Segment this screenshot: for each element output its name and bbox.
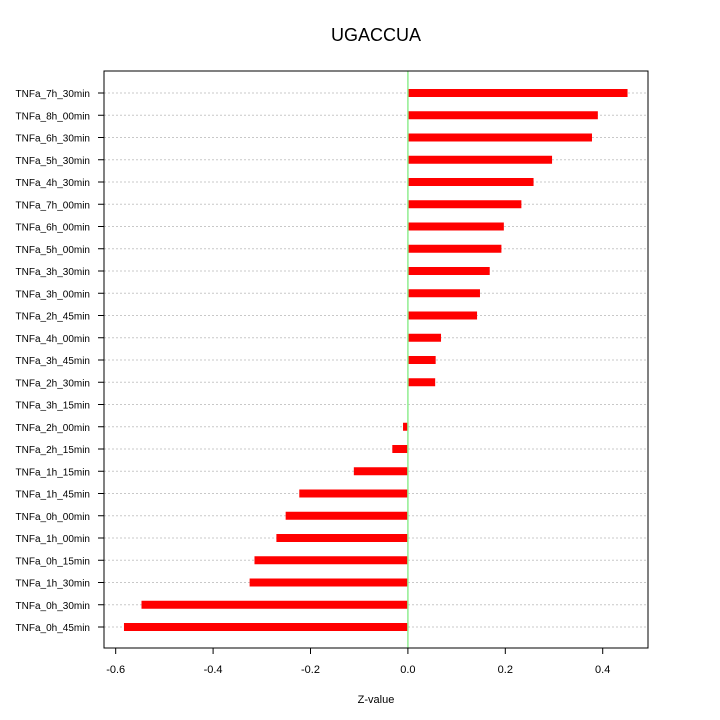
- bar-TNFa_6h_00min: [407, 222, 504, 231]
- bar-TNFa_1h_00min: [276, 534, 408, 542]
- bar-TNFa_2h_15min: [392, 445, 408, 453]
- y-tick-label: TNFa_7h_30min: [16, 89, 90, 100]
- bar-TNFa_0h_45min: [123, 623, 408, 631]
- bar-TNFa_1h_15min: [353, 467, 408, 476]
- x-tick-label: -0.2: [301, 664, 320, 676]
- y-tick-label: TNFa_0h_45min: [16, 623, 90, 634]
- bar-TNFa_1h_30min: [249, 578, 408, 587]
- bar-TNFa_2h_00min: [403, 422, 408, 431]
- bar-TNFa_5h_30min: [407, 155, 553, 164]
- y-tick-label: TNFa_3h_00min: [16, 289, 90, 300]
- bar-TNFa_4h_30min: [407, 178, 534, 186]
- x-axis: -0.6 -0.4 -0.2 0.0 0.2 0.4: [106, 647, 610, 676]
- y-tick-label: TNFa_5h_30min: [16, 156, 90, 167]
- bar-TNFa_2h_30min: [407, 378, 436, 387]
- y-tick-label: TNFa_6h_30min: [16, 134, 90, 145]
- bar-TNFa_7h_30min: [407, 89, 628, 97]
- bar-TNFa_3h_45min: [407, 356, 436, 364]
- y-tick-label: TNFa_1h_30min: [16, 579, 90, 590]
- y-axis: TNFa_7h_30min TNFa_8h_00min TNFa_6h_30min T…: [16, 89, 104, 634]
- bar-TNFa_7h_00min: [407, 200, 522, 209]
- bar-TNFa_1h_45min: [299, 489, 408, 498]
- y-tick-label: TNFa_0h_15min: [16, 556, 90, 567]
- y-tick-label: TNFa_2h_45min: [16, 312, 90, 323]
- y-tick-label: TNFa_7h_00min: [16, 200, 90, 211]
- y-tick-label: TNFa_5h_00min: [16, 245, 90, 256]
- bar-TNFa_3h_00min: [407, 289, 480, 298]
- y-tick-label: TNFa_3h_30min: [16, 267, 90, 278]
- bar-TNFa_8h_00min: [407, 111, 598, 120]
- y-tick-label: TNFa_4h_30min: [16, 178, 90, 189]
- x-tick-label: -0.4: [204, 664, 223, 676]
- y-tick-label: TNFa_4h_00min: [16, 334, 90, 345]
- y-tick-label: TNFa_1h_15min: [16, 467, 90, 478]
- bar-TNFa_4h_00min: [407, 333, 442, 342]
- y-tick-label: TNFa_8h_00min: [16, 111, 90, 122]
- y-tick-label: TNFa_2h_00min: [16, 423, 90, 434]
- y-tick-label: TNFa_1h_00min: [16, 534, 90, 545]
- x-tick-label: -0.6: [106, 664, 125, 676]
- x-tick-label: 0.0: [400, 664, 415, 676]
- bar-TNFa_0h_00min: [285, 511, 408, 520]
- y-tick-label: TNFa_1h_45min: [16, 490, 90, 501]
- y-tick-label: TNFa_6h_00min: [16, 223, 90, 234]
- grid-lines: [104, 92, 648, 628]
- x-tick-label: 0.2: [498, 664, 513, 676]
- bars: [123, 89, 628, 631]
- y-tick-label: TNFa_0h_30min: [16, 601, 90, 612]
- bar-TNFa_5h_00min: [407, 244, 502, 253]
- x-axis-label: Z-value: [358, 694, 395, 706]
- chart-title: UGACCUA: [331, 25, 421, 45]
- y-tick-label: TNFa_0h_00min: [16, 512, 90, 523]
- bar-TNFa_0h_30min: [141, 600, 408, 609]
- y-tick-label: TNFa_2h_15min: [16, 445, 90, 456]
- bar-TNFa_6h_30min: [407, 133, 592, 142]
- y-tick-label: TNFa_2h_30min: [16, 378, 90, 389]
- bar-TNFa_2h_45min: [407, 311, 478, 320]
- y-tick-label: TNFa_3h_15min: [16, 401, 90, 412]
- bar-TNFa_0h_15min: [254, 556, 408, 565]
- bar-TNFa_3h_30min: [407, 267, 490, 275]
- x-tick-label: 0.4: [595, 664, 610, 676]
- y-tick-label: TNFa_3h_45min: [16, 356, 90, 367]
